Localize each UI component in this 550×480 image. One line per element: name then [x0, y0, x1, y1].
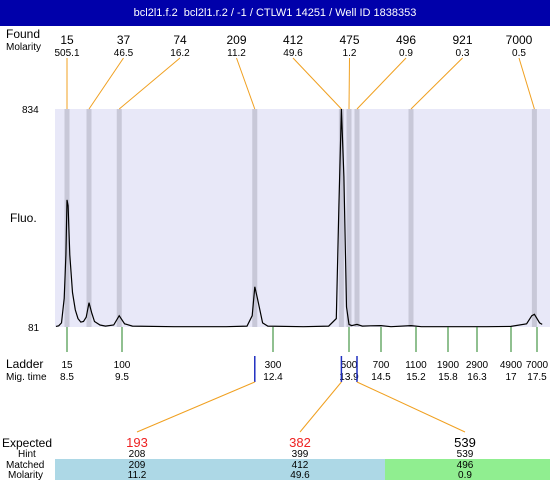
hint-value: 399	[292, 449, 309, 460]
found-size-label: 412	[283, 33, 303, 47]
hint-value: 208	[129, 449, 146, 460]
matched-row-bg-green	[385, 459, 550, 480]
fluorescence-trace	[55, 108, 543, 328]
matched-value: 496	[457, 460, 474, 471]
molarity-value: 49.6	[290, 470, 310, 480]
found-molarity-label: 1.2	[343, 48, 357, 59]
fluo-label: Fluo.	[10, 211, 37, 225]
found-leader-line	[292, 57, 342, 110]
molarity-bottom-label: Molarity	[8, 470, 43, 480]
hint-value: 539	[457, 449, 474, 460]
found-molarity-label: 11.2	[227, 48, 246, 59]
found-band	[116, 109, 122, 327]
expected-size-label: 539	[454, 435, 476, 450]
found-molarity-label: 0.5	[512, 48, 526, 59]
ladder-time-label: 13.9	[339, 372, 359, 383]
matched-label: Matched	[6, 460, 44, 471]
found-size-label: 475	[339, 33, 359, 47]
found-leader-line	[356, 57, 407, 110]
plot-area	[55, 109, 550, 327]
ladder-size-label: 500	[341, 360, 358, 371]
window-title: bcl2l1.f.2 bcl2l1.r.2 / -1 / CTLW1 14251…	[0, 0, 550, 26]
ladder-size-label: 700	[373, 360, 390, 371]
found-band	[346, 109, 352, 327]
found-size-label: 7000	[506, 33, 533, 47]
ladder-time-label: 16.3	[467, 372, 487, 383]
ladder-size-label: 7000	[526, 360, 549, 371]
found-band	[408, 109, 414, 327]
ladder-time-label: 17.5	[527, 372, 547, 383]
molarity-value: 0.9	[458, 470, 472, 480]
ladder-time-label: 17	[505, 372, 517, 383]
ladder-time-label: 12.4	[263, 372, 283, 383]
expected-leader-line	[356, 381, 466, 433]
hint-label: Hint	[18, 449, 36, 460]
matched-row-bg-blue	[55, 459, 385, 480]
found-leader-line	[236, 57, 256, 110]
found-size-label: 37	[117, 33, 131, 47]
found-molarity-label: 505.1	[54, 48, 79, 59]
found-band	[86, 109, 92, 327]
ladder-size-label: 300	[265, 360, 282, 371]
found-band	[354, 109, 360, 327]
ladder-time-label: 9.5	[115, 372, 129, 383]
y-tick-top: 834	[22, 105, 39, 116]
expected-label: Expected	[2, 436, 52, 450]
found-band	[531, 109, 537, 327]
found-size-label: 921	[452, 33, 472, 47]
found-size-label: 15	[60, 33, 74, 47]
ladder-size-label: 100	[114, 360, 131, 371]
found-label: Found	[6, 27, 40, 41]
ladder-label: Ladder	[6, 357, 43, 371]
found-size-label: 209	[226, 33, 246, 47]
found-leader-line	[88, 57, 124, 110]
y-tick-bottom: 81	[28, 323, 40, 334]
matched-value: 209	[129, 460, 146, 471]
ladder-size-label: 1100	[405, 360, 427, 371]
matched-value: 412	[292, 460, 309, 471]
found-molarity-label: 49.6	[283, 48, 303, 59]
expected-leader-line	[299, 381, 342, 433]
ladder-time-label: 8.5	[60, 372, 74, 383]
found-size-label: 496	[396, 33, 416, 47]
mig-time-label: Mig. time	[6, 372, 47, 383]
found-leader-line	[518, 57, 535, 110]
found-band	[252, 109, 258, 327]
expected-leader-line	[136, 381, 255, 433]
ladder-size-label: 1900	[437, 360, 460, 371]
ladder-time-label: 14.5	[371, 372, 391, 383]
molarity-label: Molarity	[6, 42, 41, 53]
ladder-size-label: 15	[61, 360, 73, 371]
found-molarity-label: 0.9	[399, 48, 413, 59]
found-leader-line	[118, 57, 181, 110]
found-molarity-label: 0.3	[456, 48, 470, 59]
ladder-time-label: 15.2	[406, 372, 426, 383]
expected-size-label: 193	[126, 435, 148, 450]
ladder-time-label: 15.8	[438, 372, 458, 383]
found-band	[338, 109, 344, 327]
found-leader-line	[348, 57, 350, 110]
expected-size-label: 382	[289, 435, 311, 450]
molarity-value: 11.2	[128, 470, 147, 480]
ladder-size-label: 4900	[500, 360, 523, 371]
found-molarity-label: 16.2	[170, 48, 190, 59]
found-molarity-label: 46.5	[114, 48, 134, 59]
ladder-size-label: 2900	[466, 360, 489, 371]
found-leader-line	[410, 57, 463, 110]
found-size-label: 74	[173, 33, 187, 47]
